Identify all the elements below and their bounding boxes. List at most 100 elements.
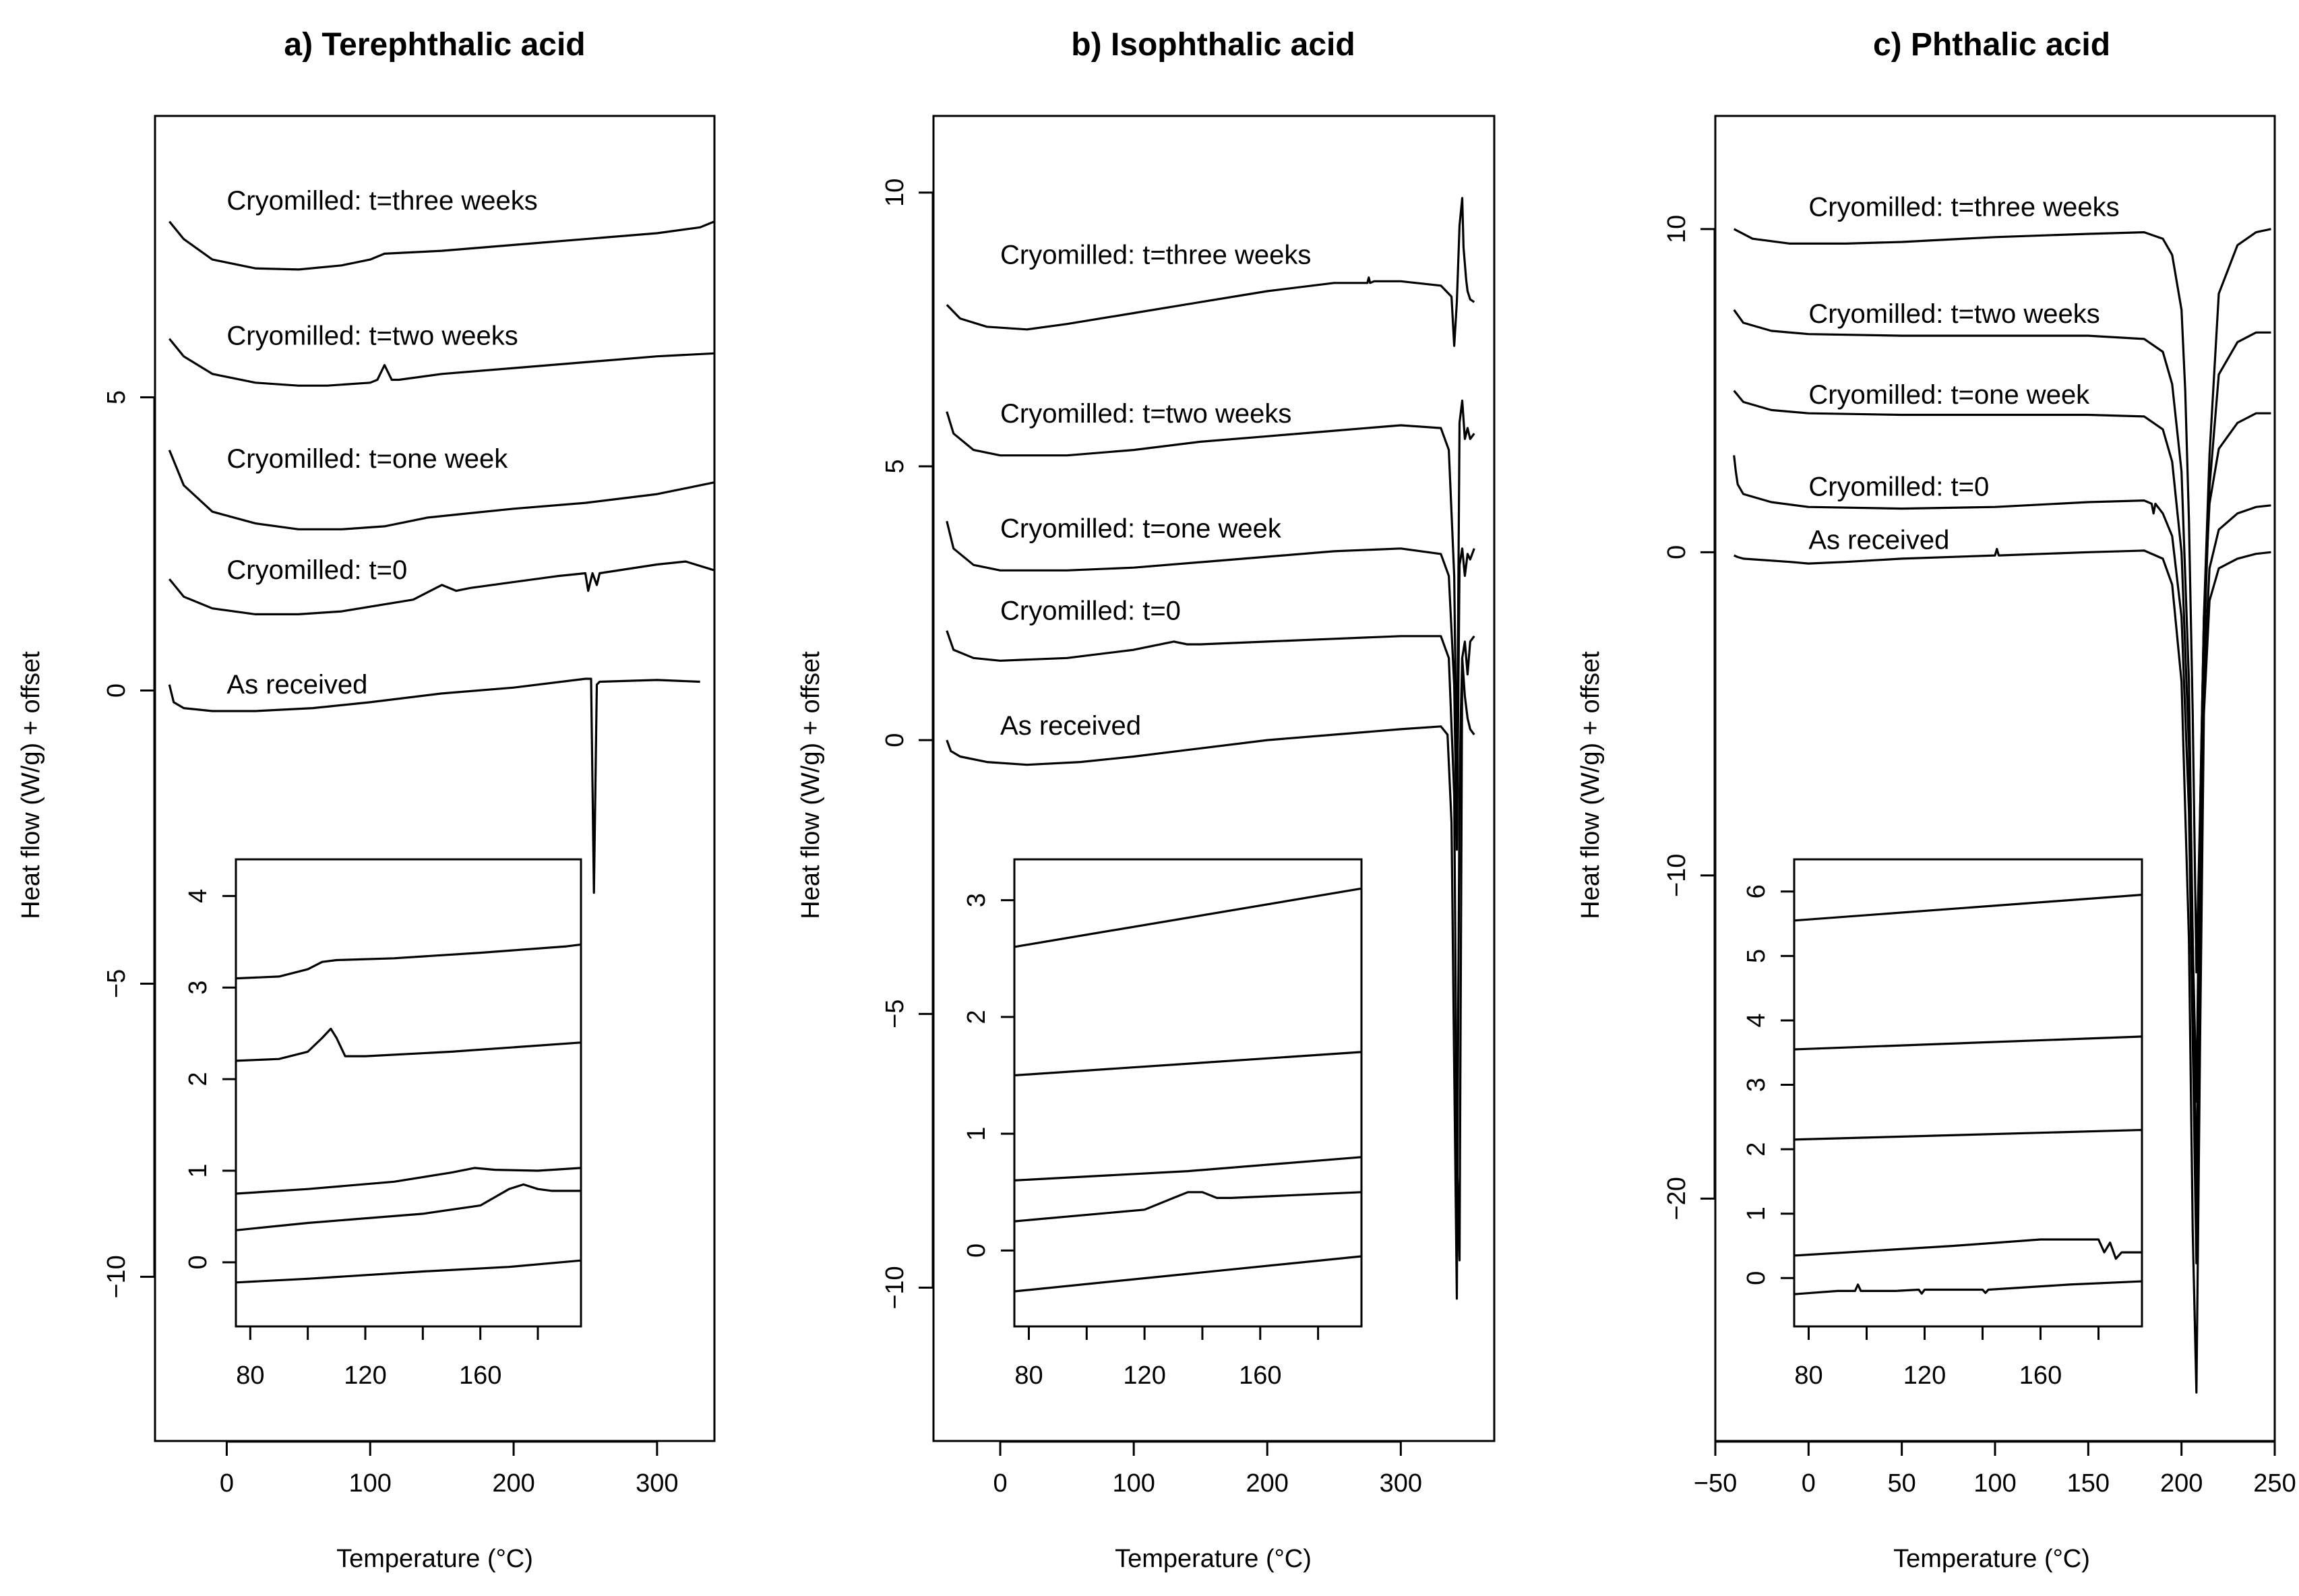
y-tick-label: 10 bbox=[881, 179, 909, 207]
inset-series-line bbox=[1794, 1128, 2143, 1141]
inset-x-tick-label: 160 bbox=[2019, 1361, 2062, 1390]
y-tick-label: −5 bbox=[881, 1000, 909, 1029]
x-tick-label: 200 bbox=[492, 1469, 534, 1498]
x-tick-label: 300 bbox=[636, 1469, 678, 1498]
panel-isophthalic-acid: b) Isophthalic acid Temperature (°C) Hea… bbox=[797, 27, 1496, 1573]
series-label: Cryomilled: t=two weeks bbox=[1000, 399, 1291, 429]
plot-frame bbox=[932, 115, 1496, 1442]
inset-x-tick-label: 120 bbox=[1123, 1361, 1165, 1390]
panel-title: b) Isophthalic acid bbox=[1071, 27, 1355, 63]
inset-y-tick-label: 6 bbox=[1742, 884, 1771, 898]
inset-y-tick-label: 0 bbox=[962, 1244, 991, 1258]
series-line bbox=[1733, 309, 2271, 1200]
series-label: Cryomilled: t=one week bbox=[1808, 380, 2090, 410]
x-tick-label: 150 bbox=[2067, 1469, 2110, 1498]
inset-y-tick-label: 4 bbox=[184, 889, 212, 903]
inset-x-tick-label: 120 bbox=[344, 1361, 386, 1390]
y-axis-label: Heat flow (W/g) + offset bbox=[797, 651, 825, 919]
x-tick-label: 0 bbox=[1802, 1469, 1816, 1498]
x-axis-label: Temperature (°C) bbox=[1893, 1545, 2090, 1573]
series-label: Cryomilled: t=three weeks bbox=[1000, 240, 1311, 270]
inset-y-tick-label: 2 bbox=[1742, 1142, 1771, 1157]
inset-series-line bbox=[1794, 1280, 2143, 1295]
x-tick-label: 100 bbox=[1973, 1469, 2016, 1498]
inset-x-tick-label: 80 bbox=[1794, 1361, 1822, 1390]
inset-y-tick-label: 3 bbox=[184, 981, 212, 995]
x-tick-label: 250 bbox=[2253, 1469, 2296, 1498]
panel-title: a) Terephthalic acid bbox=[284, 27, 585, 63]
inset-series-line bbox=[235, 1183, 581, 1231]
inset-y-tick-label: 2 bbox=[184, 1072, 212, 1086]
y-tick-label: −5 bbox=[102, 969, 131, 998]
y-tick-label: −10 bbox=[1663, 854, 1691, 897]
y-tick-label: 0 bbox=[1663, 545, 1691, 559]
inset-series-line bbox=[235, 1167, 582, 1195]
inset-series-line bbox=[1014, 1191, 1362, 1223]
y-tick-label: 0 bbox=[881, 733, 909, 747]
panel-terephthalic-acid: a) Terephthalic acid Temperature (°C) He… bbox=[17, 27, 716, 1573]
series-label: Cryomilled: t=three weeks bbox=[226, 186, 537, 216]
x-tick-label: 200 bbox=[2160, 1469, 2203, 1498]
series-label: Cryomilled: t=three weeks bbox=[1808, 193, 2119, 222]
series-line bbox=[168, 220, 715, 271]
series-label: Cryomilled: t=one week bbox=[1000, 514, 1282, 544]
series-line bbox=[1733, 455, 2271, 1264]
inset-x-tick-label: 160 bbox=[459, 1361, 501, 1390]
x-axis-label: Temperature (°C) bbox=[1115, 1545, 1312, 1573]
series-label: As received bbox=[1000, 711, 1141, 741]
inset-x-tick-label: 120 bbox=[1903, 1361, 1946, 1390]
inset-y-tick-label: 0 bbox=[1742, 1271, 1771, 1285]
x-tick-label: −50 bbox=[1694, 1469, 1737, 1498]
x-axis-label: Temperature (°C) bbox=[336, 1545, 533, 1573]
inset-series-line bbox=[1014, 887, 1362, 948]
inset-series-line bbox=[1014, 1255, 1362, 1293]
panel-title: c) Phthalic acid bbox=[1873, 27, 2110, 63]
x-tick-label: 0 bbox=[220, 1469, 234, 1498]
inset-y-tick-label: 1 bbox=[962, 1127, 991, 1141]
inset-y-tick-label: 1 bbox=[184, 1163, 212, 1177]
plot-frame bbox=[154, 115, 716, 1442]
series-line bbox=[946, 197, 1475, 347]
series-line bbox=[1734, 547, 2271, 1394]
y-tick-label: −20 bbox=[1663, 1177, 1691, 1220]
series-label: As received bbox=[1808, 526, 1949, 555]
y-tick-label: −10 bbox=[102, 1255, 131, 1298]
inset-x-tick-label: 160 bbox=[1239, 1361, 1281, 1390]
inset-plot: 80 120 160 0 1 2 3 bbox=[962, 858, 1363, 1390]
series-label: Cryomilled: t=two weeks bbox=[226, 321, 518, 350]
series-line bbox=[168, 677, 700, 894]
inset-plot: 80 120 160 0 1 2 3 4 5 6 bbox=[1742, 858, 2143, 1390]
inset-series-line bbox=[1794, 1238, 2142, 1260]
inset-y-tick-label: 3 bbox=[1742, 1078, 1771, 1092]
inset-series-line bbox=[1794, 894, 2143, 922]
series-label: Cryomilled: t=one week bbox=[226, 444, 508, 474]
inset-frame bbox=[1793, 858, 2143, 1328]
panel-phthalic-acid: c) Phthalic acid Temperature (°C) Heat f… bbox=[1576, 27, 2296, 1573]
inset-x-tick-label: 80 bbox=[236, 1361, 264, 1390]
series-label: Cryomilled: t=0 bbox=[1000, 596, 1181, 625]
inset-y-tick-label: 0 bbox=[184, 1255, 212, 1269]
inset-frame bbox=[235, 858, 582, 1328]
inset-y-tick-label: 2 bbox=[962, 1010, 991, 1024]
series-line bbox=[1733, 228, 2271, 974]
series-label: Cryomilled: t=0 bbox=[1808, 472, 1989, 501]
inset-series-line bbox=[1014, 1051, 1362, 1077]
inset-series-line bbox=[235, 1259, 582, 1284]
series-line bbox=[946, 520, 1475, 851]
series-line bbox=[946, 656, 1475, 1300]
inset-y-tick-label: 4 bbox=[1742, 1013, 1771, 1027]
y-tick-label: −10 bbox=[881, 1266, 909, 1309]
series-line bbox=[168, 560, 715, 615]
x-tick-label: 300 bbox=[1380, 1469, 1422, 1498]
series-line bbox=[946, 630, 1475, 1262]
y-tick-label: 5 bbox=[102, 390, 131, 404]
y-tick-label: 5 bbox=[881, 459, 909, 473]
series-line bbox=[1733, 390, 2271, 1103]
x-tick-label: 100 bbox=[1112, 1469, 1155, 1498]
inset-series-line bbox=[235, 943, 582, 980]
y-axis-label: Heat flow (W/g) + offset bbox=[1576, 651, 1605, 919]
x-tick-label: 100 bbox=[349, 1469, 392, 1498]
inset-x-tick-label: 80 bbox=[1014, 1361, 1043, 1390]
y-axis-label: Heat flow (W/g) + offset bbox=[17, 651, 45, 919]
